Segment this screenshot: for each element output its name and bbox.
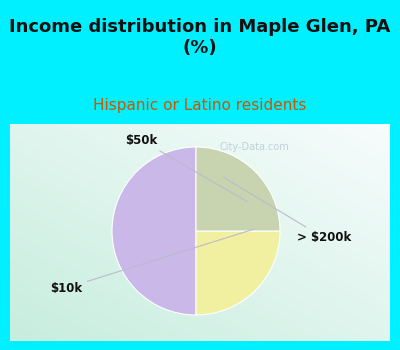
Text: Hispanic or Latino residents: Hispanic or Latino residents bbox=[93, 98, 307, 113]
Text: City-Data.com: City-Data.com bbox=[220, 142, 290, 152]
Text: Income distribution in Maple Glen, PA
(%): Income distribution in Maple Glen, PA (%… bbox=[9, 18, 391, 57]
Wedge shape bbox=[112, 147, 196, 315]
Wedge shape bbox=[196, 231, 280, 315]
Wedge shape bbox=[196, 147, 280, 231]
Text: $10k: $10k bbox=[50, 229, 254, 295]
Text: > $200k: > $200k bbox=[224, 177, 351, 244]
Text: $50k: $50k bbox=[125, 134, 247, 202]
